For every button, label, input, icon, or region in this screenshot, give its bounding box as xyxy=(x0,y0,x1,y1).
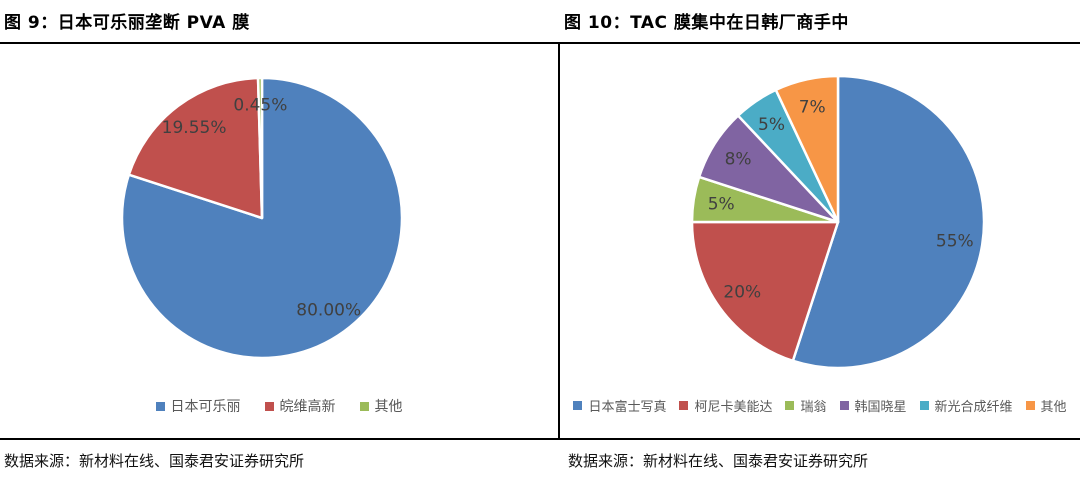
legend-label: 其他 xyxy=(374,399,403,415)
legend-label: 韩国晓星 xyxy=(854,400,907,415)
legend-swatch-icon xyxy=(573,401,583,410)
legend-label: 皖维高新 xyxy=(279,399,336,415)
pie-data-label: 8% xyxy=(725,150,752,170)
top-rule xyxy=(0,42,1080,44)
pie-data-label: 5% xyxy=(758,115,785,135)
legend-swatch-icon xyxy=(264,401,274,411)
pie-slice-日本富士写真 xyxy=(791,74,986,370)
pie-chart-tac-film: 55% 20% 5% 8% 5% 7% xyxy=(690,74,986,370)
pie-data-label: 7% xyxy=(799,98,826,118)
legend-item: 日本可乐丽 xyxy=(155,396,241,416)
figure-10-legend: 日本富士写真 柯尼卡美能达 瑞翁 韩国晓星 新光合成纤维 其他 xyxy=(560,396,1080,415)
legend-swatch-icon xyxy=(785,401,795,410)
figure-9-legend: 日本可乐丽 皖维高新 其他 xyxy=(0,396,558,416)
legend-item: 瑞翁 xyxy=(785,396,827,415)
legend-item: 日本富士写真 xyxy=(573,396,666,415)
legend-label: 新光合成纤维 xyxy=(934,400,1013,415)
legend-swatch-icon xyxy=(919,401,929,410)
legend-swatch-icon xyxy=(1025,401,1035,410)
figure-9-title: 图 9：日本可乐丽垄断 PVA 膜 xyxy=(4,13,250,33)
pie-data-label: 0.45% xyxy=(233,96,287,116)
legend-label: 柯尼卡美能达 xyxy=(694,400,773,415)
legend-item: 皖维高新 xyxy=(264,396,336,416)
legend-swatch-icon xyxy=(359,401,369,411)
figure-9-panel: 80.00% 19.55% 0.45% 日本可乐丽 皖维高新 其他 xyxy=(0,44,558,438)
pie-slice-其他 xyxy=(774,74,840,224)
legend-swatch-icon xyxy=(679,401,689,410)
pie-slice-皖维高新 xyxy=(127,76,264,220)
pie-slice-柯尼卡美能达 xyxy=(690,220,840,363)
bottom-rule xyxy=(0,438,1080,440)
legend-item: 柯尼卡美能达 xyxy=(679,396,772,415)
pie-data-label: 55% xyxy=(936,232,974,252)
panel-divider xyxy=(558,42,560,440)
pie-slice-其他 xyxy=(256,76,264,220)
figure-10-source: 数据来源：新材料在线、国泰君安证券研究所 xyxy=(568,452,869,470)
pie-chart-pva-film: 80.00% 19.55% 0.45% xyxy=(120,76,404,360)
pie-data-label: 20% xyxy=(723,283,761,303)
legend-label: 日本可乐丽 xyxy=(170,399,241,415)
legend-item: 其他 xyxy=(359,396,403,416)
figure-10-title: 图 10：TAC 膜集中在日韩厂商手中 xyxy=(564,13,849,33)
pie-data-label: 80.00% xyxy=(296,301,361,321)
pie-data-label: 5% xyxy=(708,195,735,215)
legend-label: 日本富士写真 xyxy=(588,400,667,415)
legend-item: 其他 xyxy=(1025,396,1067,415)
legend-label: 瑞翁 xyxy=(800,400,827,415)
legend-swatch-icon xyxy=(839,401,849,410)
legend-swatch-icon xyxy=(155,401,165,411)
legend-item: 韩国晓星 xyxy=(839,396,907,415)
figure-10-panel: 55% 20% 5% 8% 5% 7% 日本富士写真 柯尼卡美能达 瑞翁 韩国晓星 新光合成纤维 其… xyxy=(560,44,1080,438)
legend-item: 新光合成纤维 xyxy=(919,396,1013,415)
figure-9-source: 数据来源：新材料在线、国泰君安证券研究所 xyxy=(4,452,305,470)
legend-label: 其他 xyxy=(1040,400,1067,415)
pie-data-label: 19.55% xyxy=(162,118,227,138)
